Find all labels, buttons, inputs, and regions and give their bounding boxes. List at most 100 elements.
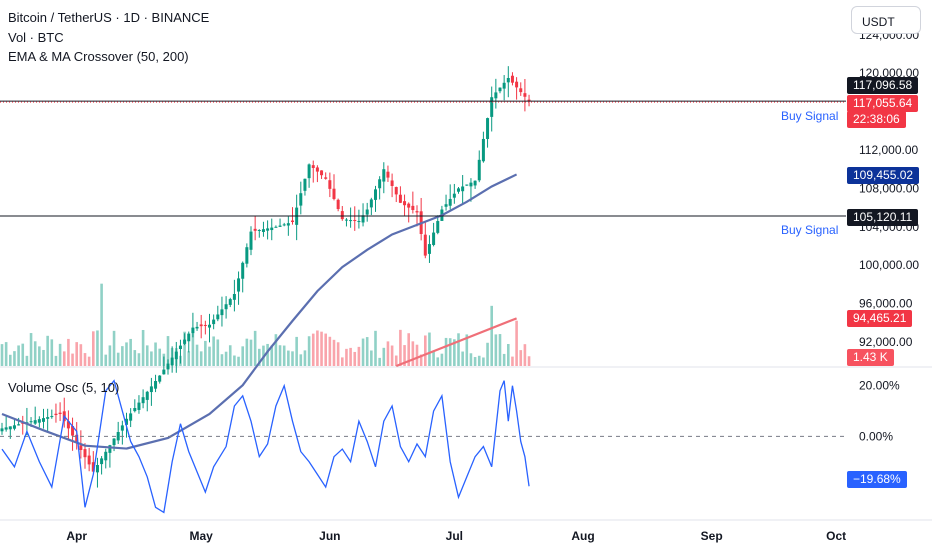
volume-bar bbox=[83, 353, 87, 366]
volume-bar bbox=[13, 351, 16, 366]
candle-body bbox=[162, 369, 166, 375]
volume-bar bbox=[112, 330, 116, 366]
candle-body bbox=[282, 224, 286, 226]
volume-bar bbox=[287, 350, 290, 366]
volume-bar bbox=[71, 353, 74, 366]
volume-bar bbox=[411, 341, 415, 366]
volume-bar bbox=[295, 336, 298, 366]
volume-bar bbox=[208, 346, 211, 366]
candle-body bbox=[436, 221, 440, 233]
volume-bar bbox=[141, 329, 145, 366]
price-axis-tick: 112,000.00 bbox=[859, 143, 918, 157]
volume-bar bbox=[29, 333, 33, 366]
candle-body bbox=[46, 417, 50, 419]
volume-bar bbox=[328, 336, 332, 366]
volume-bar bbox=[365, 337, 369, 366]
volume-bar bbox=[282, 345, 286, 366]
candle-body bbox=[228, 299, 232, 305]
candle-body bbox=[324, 177, 328, 179]
candle-body bbox=[149, 386, 153, 393]
volume-bar bbox=[324, 333, 327, 366]
candle-body bbox=[66, 421, 70, 429]
candle-body bbox=[448, 198, 452, 206]
volume-bar bbox=[212, 336, 215, 366]
volume-bar bbox=[150, 351, 153, 366]
candle-body bbox=[423, 234, 427, 256]
candle-body bbox=[353, 219, 357, 221]
candle-body bbox=[523, 93, 527, 97]
ema-ma-legend[interactable]: EMA & MA Crossover (50, 200) bbox=[8, 49, 189, 64]
volume-bar bbox=[436, 357, 440, 366]
volume-bar bbox=[145, 345, 149, 366]
candle-body bbox=[444, 204, 448, 207]
volume-bar bbox=[349, 347, 352, 366]
candle-body bbox=[382, 169, 386, 182]
candle-body bbox=[481, 138, 485, 162]
candle-body bbox=[340, 211, 344, 220]
currency-button[interactable]: USDT bbox=[851, 6, 921, 34]
volume-bar bbox=[216, 339, 220, 366]
candle-body bbox=[154, 381, 158, 389]
last-price-tag: 117,055.64 bbox=[847, 95, 919, 112]
volume-legend[interactable]: Vol · BTC bbox=[8, 30, 64, 45]
volume-bar bbox=[299, 354, 303, 366]
time-axis-label: Jun bbox=[319, 529, 340, 543]
candle-body bbox=[336, 199, 340, 210]
candle-body bbox=[241, 262, 245, 279]
volume-bar bbox=[390, 345, 394, 366]
volume-bar bbox=[166, 336, 170, 366]
volume-bar bbox=[353, 351, 357, 366]
candle-body bbox=[100, 458, 104, 465]
candle-body bbox=[286, 223, 290, 226]
volume-bar bbox=[154, 342, 157, 366]
candle-body bbox=[220, 309, 224, 316]
volume-bar bbox=[486, 342, 489, 366]
candle-body bbox=[33, 420, 37, 424]
volume-bar bbox=[428, 332, 431, 366]
candle-body bbox=[266, 228, 270, 231]
candle-body bbox=[349, 220, 353, 222]
candle-body bbox=[494, 92, 498, 99]
volume-bar bbox=[79, 344, 83, 366]
candle-body bbox=[71, 426, 75, 436]
candle-body bbox=[17, 424, 21, 426]
candle-body bbox=[191, 327, 195, 334]
volume-bar bbox=[199, 351, 203, 366]
candle-body bbox=[465, 184, 469, 186]
volume-bar bbox=[191, 332, 195, 366]
osc-value-tag: −19.68% bbox=[847, 471, 907, 488]
candle-body bbox=[203, 324, 207, 326]
candle-body bbox=[199, 324, 203, 327]
volume-bar bbox=[158, 348, 161, 366]
candle-body bbox=[257, 230, 261, 231]
candle-body bbox=[108, 445, 112, 453]
volume-bar bbox=[67, 338, 70, 366]
symbol-title[interactable]: Bitcoin / TetherUS · 1D · BINANCE bbox=[8, 10, 210, 25]
volume-bar bbox=[457, 333, 460, 366]
osc-axis-tick: 0.00% bbox=[859, 429, 893, 443]
volume-bar bbox=[108, 345, 112, 366]
volume-osc-legend[interactable]: Volume Osc (5, 10) bbox=[8, 380, 120, 395]
osc-axis-tick: 20.00% bbox=[859, 379, 900, 393]
candle-body bbox=[83, 449, 87, 458]
volume-bar bbox=[21, 343, 25, 366]
candle-body bbox=[369, 199, 373, 208]
volume-bar bbox=[228, 345, 232, 366]
candle-body bbox=[278, 225, 282, 227]
candle-body bbox=[403, 201, 407, 206]
volume-bar bbox=[125, 342, 128, 366]
volume-bar bbox=[25, 355, 29, 366]
level-line-price-tag: 105,120.11 bbox=[847, 209, 919, 226]
candle-body bbox=[58, 412, 62, 414]
volume-bar bbox=[87, 356, 91, 366]
candle-body bbox=[29, 421, 33, 423]
candle-body bbox=[415, 211, 419, 213]
volume-bar bbox=[274, 334, 278, 366]
candle-body bbox=[398, 194, 402, 203]
volume-bar bbox=[17, 345, 20, 366]
candle-body bbox=[95, 465, 99, 473]
candle-body bbox=[145, 391, 149, 400]
volume-bar bbox=[270, 345, 274, 366]
volume-bar bbox=[477, 355, 481, 366]
